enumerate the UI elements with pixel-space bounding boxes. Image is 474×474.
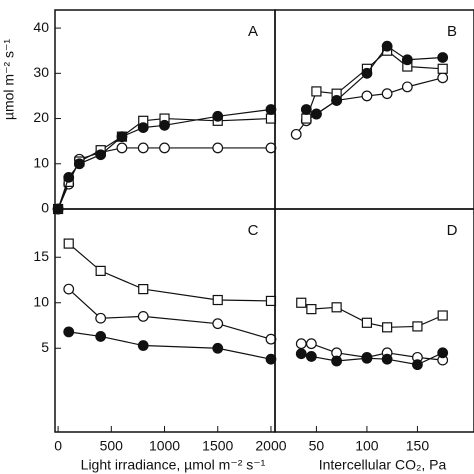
marker bbox=[305, 351, 317, 362]
marker bbox=[73, 158, 85, 170]
marker bbox=[265, 295, 277, 307]
marker bbox=[437, 63, 448, 74]
marker bbox=[331, 302, 342, 313]
marker bbox=[382, 322, 393, 333]
marker bbox=[265, 113, 277, 124]
marker bbox=[361, 90, 373, 102]
marker bbox=[137, 142, 149, 154]
marker bbox=[295, 338, 307, 350]
marker bbox=[212, 342, 224, 354]
marker bbox=[437, 310, 448, 321]
marker bbox=[63, 326, 75, 338]
marker bbox=[265, 104, 277, 115]
marker bbox=[137, 122, 149, 133]
x-tick-label: 0 bbox=[54, 438, 62, 454]
marker bbox=[95, 265, 106, 276]
marker bbox=[301, 113, 312, 124]
marker bbox=[311, 86, 322, 97]
panel-label: C bbox=[248, 222, 259, 239]
marker bbox=[137, 311, 149, 322]
x-axis-label: Intercellular CO₂, Pa bbox=[319, 457, 447, 473]
marker bbox=[361, 67, 373, 79]
marker bbox=[381, 353, 393, 365]
marker bbox=[412, 321, 423, 332]
marker bbox=[361, 317, 373, 328]
marker bbox=[159, 119, 170, 131]
x-tick-label: 150 bbox=[406, 438, 430, 454]
x-tick-label: 1500 bbox=[202, 438, 233, 454]
panel-label: D bbox=[447, 222, 458, 239]
marker bbox=[212, 110, 224, 122]
marker bbox=[437, 72, 449, 84]
marker bbox=[381, 40, 393, 52]
marker bbox=[401, 81, 413, 93]
marker bbox=[265, 353, 277, 365]
marker bbox=[159, 142, 170, 154]
panel-label: A bbox=[248, 23, 258, 40]
marker bbox=[306, 304, 317, 315]
marker bbox=[63, 171, 75, 183]
marker bbox=[95, 312, 107, 324]
y-tick-label: 40 bbox=[33, 19, 49, 35]
marker bbox=[265, 333, 277, 345]
marker bbox=[305, 338, 317, 350]
panel-label: B bbox=[447, 23, 457, 40]
series-line bbox=[306, 45, 443, 115]
marker bbox=[137, 340, 149, 351]
x-tick-label: 1000 bbox=[149, 438, 180, 454]
x-tick-label: 2000 bbox=[255, 438, 286, 454]
marker bbox=[212, 318, 224, 330]
marker bbox=[63, 238, 74, 249]
panel-frame bbox=[54, 9, 276, 210]
marker bbox=[381, 88, 393, 100]
marker bbox=[412, 359, 423, 371]
marker bbox=[361, 352, 373, 364]
marker bbox=[138, 283, 149, 295]
y-tick-label: 5 bbox=[41, 339, 49, 355]
marker bbox=[116, 142, 128, 154]
y-tick-label: 10 bbox=[33, 293, 49, 309]
y-axis-label: µmol m⁻² s⁻¹ bbox=[1, 39, 17, 121]
y-tick-label: 10 bbox=[33, 154, 49, 170]
marker bbox=[437, 52, 449, 63]
y-tick-label: 15 bbox=[33, 248, 49, 264]
marker bbox=[63, 283, 75, 295]
panel-frame bbox=[54, 208, 276, 433]
marker bbox=[212, 294, 223, 306]
marker bbox=[437, 347, 449, 359]
x-tick-label: 50 bbox=[309, 438, 325, 454]
marker bbox=[265, 142, 277, 154]
marker bbox=[401, 54, 413, 66]
marker bbox=[95, 331, 107, 342]
x-tick-label: 500 bbox=[100, 438, 124, 454]
marker bbox=[95, 149, 107, 161]
marker bbox=[290, 128, 302, 140]
series-line bbox=[57, 117, 271, 210]
marker bbox=[311, 108, 322, 120]
y-tick-label: 20 bbox=[33, 109, 49, 125]
marker bbox=[331, 95, 343, 106]
series-line bbox=[305, 49, 443, 119]
y-tick-label: 0 bbox=[41, 200, 49, 216]
x-axis-label: Light irradiance, µmol m⁻² s⁻¹ bbox=[81, 457, 266, 473]
marker bbox=[116, 131, 128, 143]
x-tick-label: 100 bbox=[355, 438, 379, 454]
marker bbox=[212, 142, 224, 154]
y-tick-label: 30 bbox=[33, 64, 49, 80]
marker bbox=[300, 104, 312, 115]
marker bbox=[295, 348, 307, 360]
series-line bbox=[57, 147, 271, 210]
marker bbox=[331, 355, 343, 367]
marker bbox=[296, 297, 307, 308]
panel-frame bbox=[274, 208, 474, 433]
